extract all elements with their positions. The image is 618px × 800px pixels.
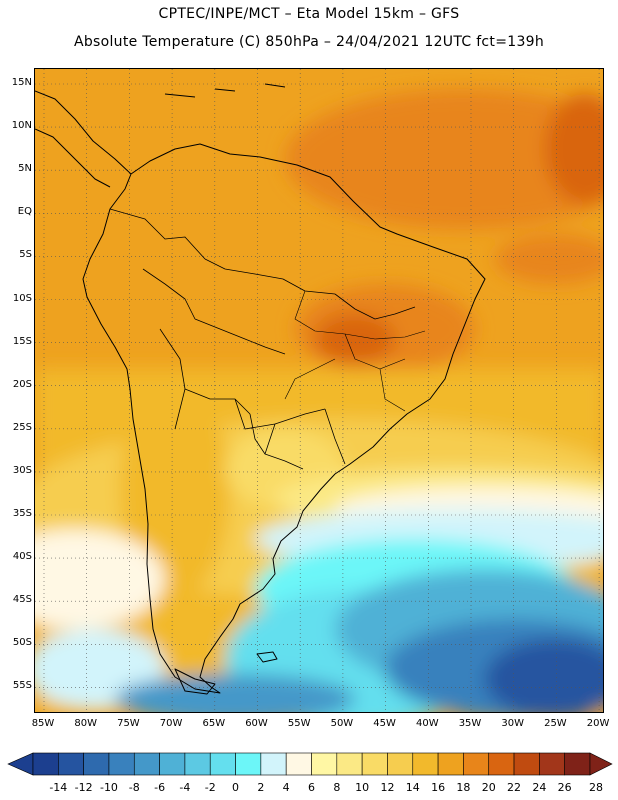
lon-label: 20W — [586, 718, 610, 729]
colorbar — [7, 752, 613, 776]
colorbar-tick-label: 14 — [405, 781, 420, 794]
coastlines — [35, 83, 486, 695]
colorbar-min-arrow — [7, 752, 34, 776]
lat-label: 30S — [12, 464, 32, 476]
band-6-8-pacific — [35, 529, 165, 629]
colorbar-swatch — [463, 752, 490, 776]
colorbar-tick-label: 6 — [308, 781, 315, 794]
lon-label: 55W — [287, 718, 311, 729]
colorbar-tick-label: 12 — [380, 781, 395, 794]
colorbar-tick-label: -4 — [179, 781, 191, 794]
falklands — [256, 651, 278, 663]
lat-label: 35S — [12, 508, 32, 519]
lon-label: 25W — [544, 718, 567, 729]
colorbar-tick-label: 18 — [456, 781, 471, 794]
colorbar-swatch — [387, 752, 414, 776]
lat-label: 10S — [12, 292, 32, 304]
colorbar-swatch — [32, 752, 59, 776]
colorbar-swatch — [209, 752, 236, 776]
colorbar-swatch — [361, 752, 388, 776]
colorbar-max-arrow — [589, 752, 613, 776]
lat-label: 55S — [12, 680, 32, 692]
colorbar-swatch — [564, 752, 591, 776]
colorbar-swatch — [108, 752, 135, 776]
colorbar-tick-label: 28 — [589, 781, 603, 794]
chart-title-line-1: CPTEC/INPE/MCT – Eta Model 15km – GFS — [158, 6, 460, 22]
colorbar-tick-label: -2 — [204, 781, 216, 794]
lon-label: 45W — [373, 718, 396, 729]
colorbar-swatch — [260, 752, 287, 776]
lat-label: 25S — [12, 421, 32, 433]
lat-label: 45S — [12, 594, 32, 606]
colorbar-tick-label: -10 — [99, 781, 118, 794]
colorbar-tick-label: 0 — [232, 781, 240, 794]
colorbar-tick-label: 8 — [333, 781, 341, 794]
band-minus6-minus4-south — [115, 674, 355, 712]
caribbean-islands — [164, 83, 286, 98]
colorbar-swatch — [159, 752, 186, 776]
lon-label: 30W — [501, 718, 524, 729]
colorbar-tick-label: 10 — [355, 781, 370, 794]
colorbar-swatch — [83, 752, 110, 776]
map-canvas — [35, 69, 603, 712]
lon-label: 60W — [245, 718, 268, 729]
lat-label: 50S — [12, 637, 32, 649]
colorbar-tick-label: 16 — [431, 781, 446, 794]
lon-label: 65W — [202, 718, 226, 729]
state-borders — [284, 290, 426, 412]
colorbar-swatch — [235, 752, 262, 776]
lat-label: 5N — [18, 163, 32, 175]
colorbar-tick-label: -12 — [74, 781, 93, 794]
band-22-24-brazil — [315, 314, 395, 364]
south-america-coastline — [82, 143, 486, 694]
colorbar-swatch — [311, 752, 338, 776]
colorbar-tick-label: 24 — [532, 781, 547, 794]
lat-label: 20S — [12, 378, 32, 390]
lat-label: 10N — [11, 120, 32, 132]
band-22-24-northeast — [545, 94, 603, 204]
colorbar-tick-label: 2 — [257, 781, 265, 794]
country-borders — [109, 208, 416, 470]
colorbar-tick-label: 4 — [282, 781, 290, 794]
lat-label: 15S — [12, 335, 32, 347]
band-20-22-north — [285, 89, 603, 229]
lon-label: 35W — [458, 718, 482, 729]
colorbar-swatch — [513, 752, 540, 776]
lon-label: 85W — [31, 718, 55, 729]
colorbar-swatch — [285, 752, 312, 776]
tierra-del-fuego — [174, 668, 216, 695]
lat-label: EQ — [17, 206, 32, 218]
colorbar-tick-label: -6 — [154, 781, 166, 794]
colorbar-tick-label: 20 — [481, 781, 496, 794]
colorbar-swatch — [184, 752, 211, 776]
chart-title-line-2: Absolute Temperature (C) 850hPa – 24/04/… — [73, 34, 545, 50]
lon-label: 40W — [415, 718, 439, 729]
lon-label: 50W — [330, 718, 354, 729]
central-america-coastline — [35, 90, 132, 175]
graticule — [35, 69, 603, 712]
colorbar-swatch — [437, 752, 464, 776]
lon-label: 70W — [159, 718, 183, 729]
colorbar-tick-label: -8 — [128, 781, 140, 794]
lon-label: 75W — [117, 718, 140, 729]
colorbar-tick-label: 26 — [557, 781, 572, 794]
lat-label: 5S — [19, 249, 32, 261]
colorbar-swatch — [412, 752, 439, 776]
colorbar-tick-label: -14 — [49, 781, 68, 794]
band-20-22-east — [495, 234, 603, 284]
colorbar-swatch — [336, 752, 363, 776]
colorbar-tick-label: 22 — [507, 781, 522, 794]
lat-label: 15N — [11, 77, 32, 88]
band-minus12-minus10 — [485, 639, 603, 712]
colorbar-swatch — [488, 752, 515, 776]
lat-label: 40S — [12, 551, 32, 563]
temperature-field — [35, 69, 603, 712]
lon-label: 80W — [74, 718, 97, 729]
colorbar-swatch — [133, 752, 160, 776]
colorbar-swatch — [539, 752, 565, 776]
temperature-map — [34, 68, 604, 713]
colorbar-swatch — [58, 752, 84, 776]
central-america-pacific — [35, 128, 111, 188]
